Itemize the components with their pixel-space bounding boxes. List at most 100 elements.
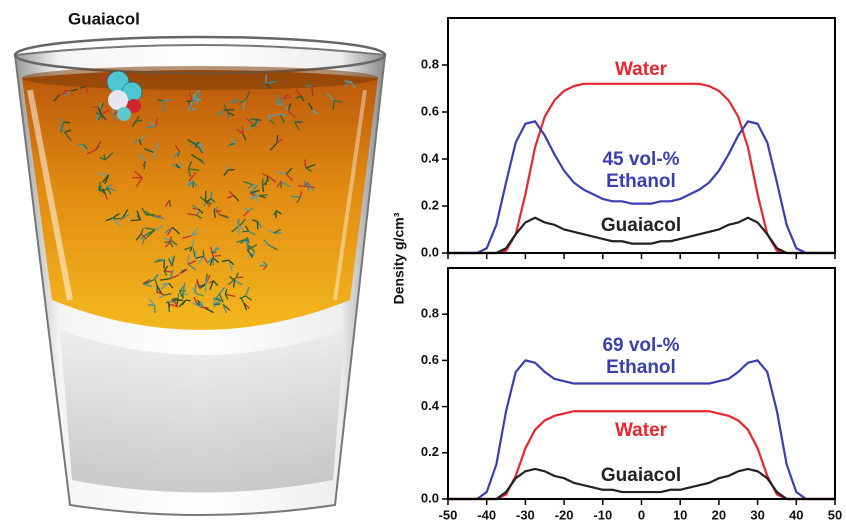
- molecule-bond: [179, 162, 182, 169]
- molecule-bond: [258, 194, 268, 197]
- molecule-bond: [194, 89, 201, 96]
- annotation: 45 vol-%: [602, 149, 679, 170]
- molecule-bond: [213, 254, 222, 257]
- molecule-bond: [209, 246, 214, 257]
- molecule-bond: [228, 259, 235, 266]
- molecule-bond: [248, 245, 256, 253]
- molecule-bond: [63, 121, 71, 124]
- molecule-bond: [193, 92, 203, 100]
- molecule-bond: [197, 208, 204, 214]
- molecule-bond: [221, 259, 229, 263]
- molecule-bond: [267, 229, 275, 234]
- molecule-bond: [79, 85, 87, 89]
- molecule-bond: [276, 103, 283, 106]
- molecule-bond: [135, 233, 142, 241]
- molecule-bond: [228, 99, 239, 104]
- molecule-bond: [242, 100, 247, 111]
- molecule-bond: [263, 239, 269, 246]
- molecule-bond: [205, 198, 212, 204]
- y-tick-label: 0.0: [421, 490, 439, 505]
- molecule-bond: [236, 128, 244, 135]
- molecule-bond: [236, 276, 244, 279]
- molecule-bond: [262, 185, 265, 192]
- molecule-bond: [188, 101, 193, 112]
- molecule-bond: [160, 282, 170, 290]
- molecule-bond: [243, 240, 250, 244]
- molecule-bond: [169, 235, 173, 243]
- molecule-bond: [275, 210, 282, 215]
- molecule-bond: [229, 142, 236, 146]
- molecule-bond: [225, 293, 236, 298]
- molecule-bond: [191, 239, 195, 247]
- y-tick-label: 0.4: [421, 150, 440, 165]
- molecule-bond: [131, 121, 137, 127]
- molecule-bond: [224, 164, 229, 171]
- molecule-bond: [138, 134, 146, 141]
- molecule-bond: [142, 278, 151, 285]
- molecule-bond: [232, 280, 236, 288]
- molecule-bond: [203, 256, 208, 263]
- molecule-bond: [195, 292, 204, 297]
- molecule-bond: [104, 152, 114, 161]
- molecule-bond: [304, 185, 315, 189]
- molecule-bond: [227, 112, 235, 116]
- molecule-bond: [252, 219, 258, 222]
- y-tick-label: 0.6: [421, 103, 439, 118]
- molecule-bond: [256, 220, 263, 229]
- molecule-bond: [239, 295, 246, 300]
- molecule-bond: [169, 303, 179, 308]
- molecule-bond: [173, 151, 181, 158]
- molecule-bond: [214, 293, 220, 302]
- molecule-bond: [230, 138, 237, 144]
- molecule-bond: [249, 189, 260, 194]
- molecule-bond: [267, 244, 275, 249]
- molecule-bond: [344, 80, 351, 83]
- molecule-bond: [192, 302, 202, 308]
- molecule-bond: [138, 139, 143, 146]
- series-line: [448, 120, 835, 255]
- molecule-bond: [155, 118, 159, 127]
- molecule-bond: [246, 236, 250, 244]
- molecule-bond: [243, 207, 249, 212]
- molecule-bond: [160, 278, 171, 281]
- molecule-bond: [262, 264, 268, 271]
- molecule-bond: [164, 199, 170, 208]
- molecule-bond: [169, 269, 175, 279]
- molecule-bond: [312, 109, 318, 115]
- molecule-bond: [239, 225, 244, 230]
- molecule-bond: [203, 307, 215, 314]
- x-tick-label: -50: [439, 507, 458, 522]
- molecule-bond: [188, 172, 197, 182]
- molecule-bond: [245, 225, 250, 232]
- glass-illustration: [13, 35, 387, 516]
- x-tick-label: 40: [789, 507, 803, 522]
- molecule-bond: [91, 106, 99, 108]
- molecule-bond: [245, 117, 255, 127]
- annotation: Guaiacol: [601, 215, 681, 236]
- molecule-bond: [105, 217, 113, 222]
- plot-frame: [447, 17, 836, 254]
- molecule-bond: [168, 282, 174, 289]
- molecule-bond: [158, 294, 165, 299]
- molecule-bond: [167, 301, 171, 308]
- molecule-bond: [265, 176, 269, 186]
- molecule-bond: [210, 191, 213, 199]
- molecule-bond: [196, 144, 204, 154]
- molecule-bond: [149, 121, 156, 127]
- molecule-bond: [326, 92, 335, 102]
- molecule-bond: [213, 209, 222, 212]
- molecule-bond: [212, 280, 219, 286]
- molecule-bond: [136, 210, 142, 221]
- x-tick-label: -20: [555, 507, 574, 522]
- molecule-bond: [229, 276, 236, 281]
- molecule-bond: [196, 278, 201, 289]
- molecule-bond: [249, 185, 258, 194]
- annotation: Ethanol: [606, 171, 676, 192]
- molecule-bond: [187, 180, 190, 188]
- molecule-bond: [276, 181, 282, 188]
- molecule-bond: [192, 181, 198, 187]
- molecule-bond: [243, 210, 249, 217]
- molecule-bond: [280, 113, 287, 117]
- molecule-bond: [255, 120, 260, 126]
- molecule-bond: [171, 297, 179, 300]
